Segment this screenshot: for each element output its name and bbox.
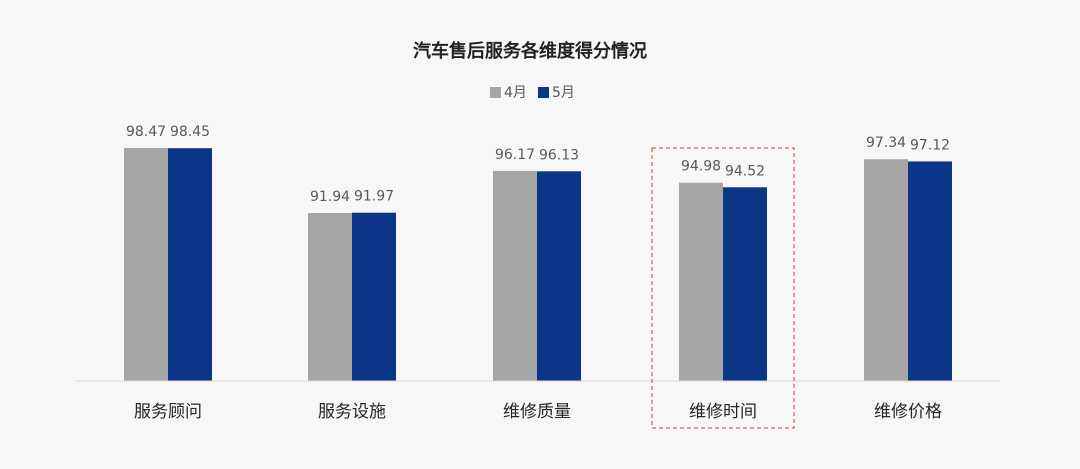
data-label: 96.13 — [539, 147, 579, 163]
x-tick-labels: 服务顾问 服务设施 维修质量 维修时间 维修价格 — [134, 402, 942, 422]
data-label: 98.47 — [126, 124, 166, 140]
bar-may-0 — [168, 148, 212, 381]
bar-may-2 — [537, 171, 581, 381]
x-tick-label: 维修价格 — [874, 402, 942, 422]
data-label: 96.17 — [495, 147, 535, 163]
legend-swatch — [538, 87, 549, 98]
bar-may-1 — [352, 212, 396, 381]
bar-apr-2 — [493, 170, 537, 381]
data-label: 98.45 — [170, 124, 210, 140]
x-tick-label: 维修时间 — [689, 402, 757, 422]
bar-apr-1 — [308, 213, 352, 381]
legend-label: 4月 — [504, 85, 527, 101]
data-label: 91.94 — [310, 189, 350, 205]
highlight-box — [651, 147, 795, 429]
bar-apr-4 — [864, 159, 908, 381]
data-label: 91.97 — [354, 189, 394, 205]
x-tick-label: 维修质量 — [503, 402, 571, 422]
data-labels-group: 98.47 98.45 91.94 91.97 96.17 96.13 94.98 94.52… — [126, 124, 950, 205]
legend: 4月 5月 — [490, 85, 575, 101]
bar-may-4 — [908, 161, 952, 381]
x-tick-label: 服务顾问 — [134, 402, 202, 422]
legend-swatch — [490, 87, 501, 98]
bars-group — [124, 148, 952, 381]
data-label: 94.98 — [681, 159, 721, 175]
data-label: 97.12 — [910, 137, 950, 153]
x-tick-label: 服务设施 — [318, 402, 386, 422]
bar-may-3 — [723, 187, 767, 381]
legend-label: 5月 — [552, 85, 575, 101]
chart-title: 汽车售后服务各维度得分情况 — [413, 40, 647, 62]
data-label: 97.34 — [866, 135, 906, 151]
bar-apr-3 — [679, 182, 723, 381]
data-label: 94.52 — [725, 163, 765, 179]
bar-apr-0 — [124, 148, 168, 381]
